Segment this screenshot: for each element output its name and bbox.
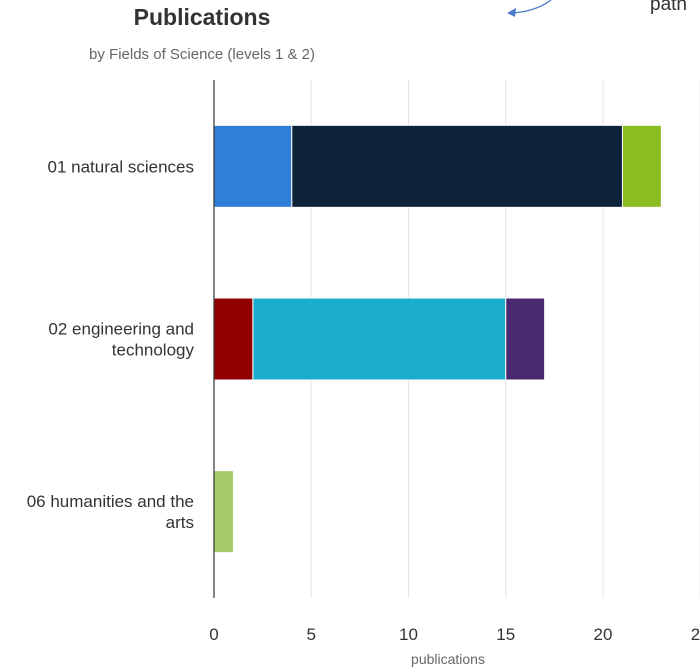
bar-segment <box>213 470 234 554</box>
chart-title: Publications <box>133 4 271 30</box>
bar-segment <box>621 124 662 208</box>
x-axis-title: publications <box>411 651 485 667</box>
chart-subtitle: by Fields of Science (levels 1 & 2) <box>89 46 315 63</box>
x-tick-label: 5 <box>307 625 316 644</box>
x-tick-label: 10 <box>399 625 418 644</box>
bar-segment <box>213 124 293 208</box>
category-label: 02 engineering and technology <box>48 320 194 360</box>
annotation-text: path <box>650 0 687 15</box>
bar-segment <box>213 297 254 381</box>
annotation-arrow-icon <box>507 0 552 17</box>
bar-segment <box>252 297 507 381</box>
category-label: 06 humanities and the arts <box>27 492 194 532</box>
x-tick-label: 25 <box>691 625 700 644</box>
x-tick-label: 15 <box>496 625 515 644</box>
bar-segment <box>291 124 623 208</box>
bar-segment <box>505 297 546 381</box>
category-label: 01 natural sciences <box>48 157 194 176</box>
x-tick-label: 20 <box>594 625 613 644</box>
x-tick-label: 0 <box>209 625 218 644</box>
